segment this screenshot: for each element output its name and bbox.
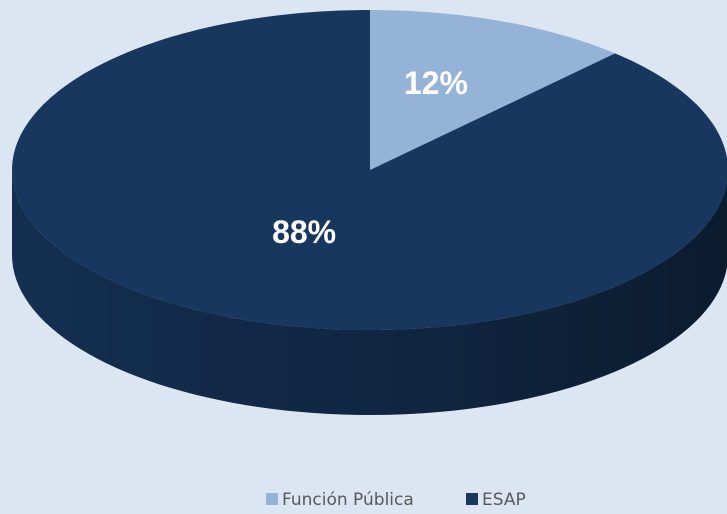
legend-swatch: [466, 493, 478, 505]
legend-label: ESAP: [482, 490, 526, 510]
legend-swatch: [266, 493, 278, 505]
legend-label: Función Pública: [282, 490, 414, 510]
data-label: 88%: [272, 214, 336, 250]
pie-slice: [12, 10, 727, 330]
pie-side-shade: [12, 170, 727, 415]
pie-slice: [370, 10, 616, 170]
data-label: 12%: [404, 65, 468, 101]
